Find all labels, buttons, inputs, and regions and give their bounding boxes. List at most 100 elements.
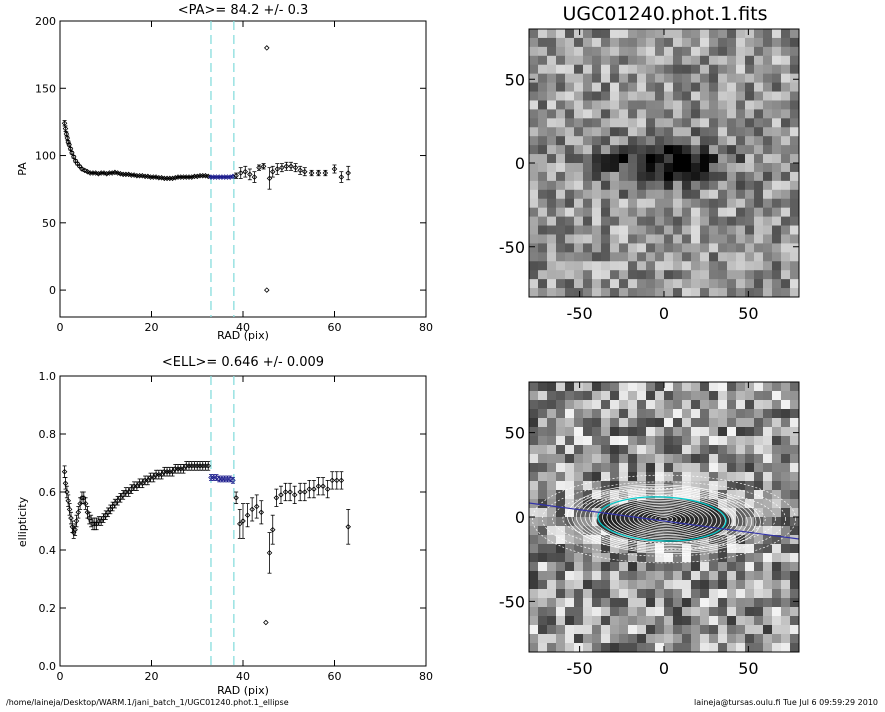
image-pixel — [556, 279, 566, 289]
residual-pixel — [565, 463, 575, 473]
image-pixel — [574, 145, 584, 155]
residual-pixel — [565, 535, 575, 545]
image-pixel — [601, 252, 611, 262]
image-pixel — [601, 180, 611, 191]
ell-point — [240, 518, 246, 524]
pa-point — [292, 164, 299, 171]
image-pixel — [628, 243, 638, 253]
image-pixel — [736, 163, 746, 173]
isophote-ellipse — [619, 503, 709, 535]
residual-pixel — [583, 508, 593, 518]
residual-pixel — [781, 508, 791, 518]
pa-point — [345, 170, 351, 176]
image-pixel — [592, 252, 602, 262]
image-pixel — [664, 136, 674, 146]
image-pixel — [628, 288, 638, 298]
image-pixel — [790, 29, 800, 39]
pa-x-tick-label: 60 — [328, 321, 342, 334]
image-pixel — [610, 180, 620, 191]
residual-pixel — [637, 643, 647, 653]
image-pixel — [673, 288, 683, 298]
image-pixel — [772, 145, 782, 155]
image-pixel — [781, 270, 791, 280]
image-pixel — [547, 136, 557, 146]
residual-pixel — [673, 634, 683, 644]
image-pixel — [754, 225, 764, 235]
image-pixel — [628, 64, 638, 75]
residual-pixel — [790, 409, 800, 419]
image-pixel — [583, 225, 593, 235]
residual-pixel — [736, 517, 746, 527]
ell-x-tick-label: 0 — [57, 670, 64, 683]
residual-pixel — [772, 607, 782, 617]
pa-x-tick-label: 0 — [57, 321, 64, 334]
residual-pixel — [790, 535, 800, 545]
image-pixel — [790, 270, 800, 280]
residual-pixel — [547, 382, 557, 392]
image-pixel — [700, 64, 710, 75]
residual-pixel — [682, 472, 692, 482]
image-pixel — [646, 46, 656, 57]
image-pixel — [736, 29, 746, 39]
residual-pixel — [529, 598, 539, 608]
residual-pixel — [736, 409, 746, 419]
image-pixel — [610, 29, 620, 39]
galaxy-image — [529, 29, 800, 298]
residual-pixel — [628, 607, 638, 617]
image-pixel — [781, 154, 791, 164]
ell-point — [145, 477, 151, 484]
residual-pixel — [547, 535, 557, 545]
image-pixel — [790, 82, 800, 93]
image-pixel — [745, 154, 755, 164]
image-pixel — [628, 82, 638, 93]
image-pixel — [655, 252, 665, 262]
image-pixel — [664, 270, 674, 280]
residual-pixel — [691, 427, 701, 437]
residual-pixel — [547, 544, 557, 554]
residual-pixel — [592, 562, 602, 572]
image-pixel — [547, 279, 557, 289]
residual-pixel — [601, 436, 611, 446]
residual-pixel — [763, 535, 773, 545]
image-pixel — [790, 145, 800, 155]
isophote-ellipse — [575, 487, 752, 551]
image-pixel — [772, 270, 782, 280]
image-pixel — [592, 37, 602, 48]
ell-point — [315, 483, 322, 489]
image-pixel — [700, 100, 710, 110]
residual-pixel — [538, 418, 548, 428]
image-pixel — [745, 46, 755, 57]
residual-pixel — [655, 589, 665, 599]
image-pixel — [583, 91, 593, 101]
residual-pixel — [583, 409, 593, 419]
image-pixel — [763, 288, 773, 298]
ell-y-tick-label: 0.8 — [39, 428, 57, 441]
ell-y-tick-label: 0.0 — [39, 660, 57, 673]
residual-pixel — [610, 607, 620, 617]
image-pixel — [601, 55, 611, 66]
residual-pixel — [556, 589, 566, 599]
image-pixel — [601, 154, 611, 164]
image-pixel — [691, 46, 701, 57]
residual-pixel — [655, 445, 665, 455]
image-pixel — [655, 73, 665, 84]
ell-point — [237, 521, 243, 527]
image-pixel — [745, 64, 755, 75]
pa-point — [103, 170, 110, 177]
image-pixel — [709, 225, 719, 235]
residual-pixel — [700, 418, 710, 428]
residual-pixel — [736, 589, 746, 599]
residual-pixel — [664, 607, 674, 617]
image-pixel — [619, 234, 629, 244]
image-pixel — [718, 46, 728, 57]
residual-pixel — [736, 382, 746, 392]
pa-point — [233, 172, 239, 179]
residual-pixel — [691, 418, 701, 428]
residual-pixel — [610, 598, 620, 608]
image-pixel — [709, 163, 719, 173]
residual-pixel — [790, 508, 800, 518]
residual-pixel — [628, 427, 638, 437]
residual-pixel — [772, 616, 782, 626]
image-pixel — [745, 180, 755, 191]
residual-pixel — [691, 472, 701, 482]
